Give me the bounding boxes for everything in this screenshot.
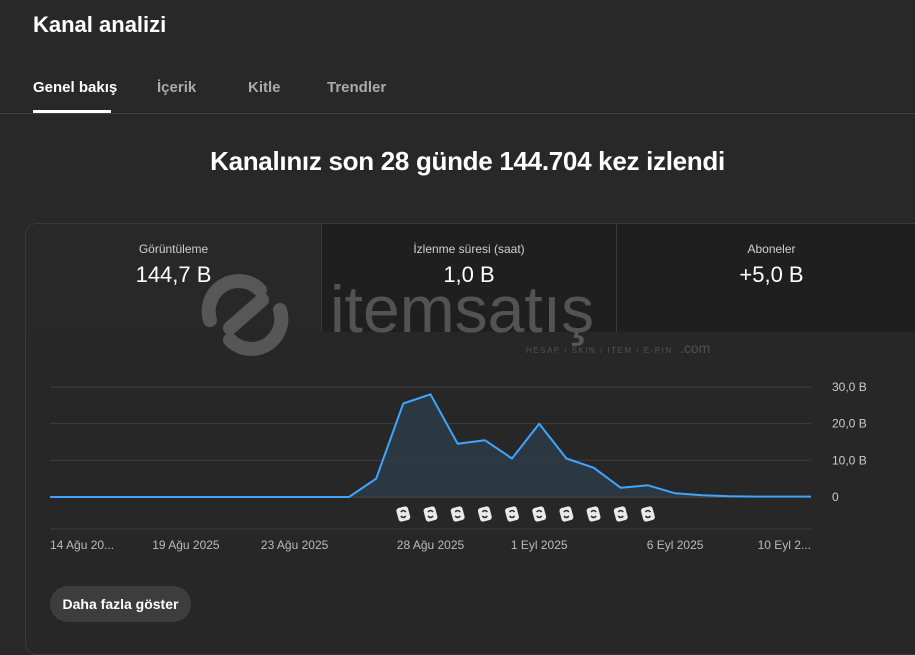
y-axis-labels: 0 10,0 B 20,0 B 30,0 B bbox=[832, 380, 867, 504]
x-tick-label: 28 Ağu 2025 bbox=[397, 538, 465, 552]
video-marker-icon[interactable] bbox=[450, 506, 465, 523]
data-point bbox=[104, 497, 105, 498]
metric-value: 144,7 B bbox=[135, 262, 212, 287]
metrics-row: Görüntüleme 144,7 B İzlenme süresi (saat… bbox=[26, 224, 915, 332]
data-point bbox=[158, 497, 159, 498]
data-point bbox=[185, 497, 186, 498]
analytics-card: Görüntüleme 144,7 B İzlenme süresi (saat… bbox=[25, 223, 915, 655]
video-marker-icon[interactable] bbox=[532, 506, 547, 523]
y-tick-label: 30,0 B bbox=[832, 380, 867, 394]
data-point bbox=[403, 403, 404, 404]
data-point bbox=[294, 497, 295, 498]
series-line bbox=[50, 393, 811, 498]
data-point bbox=[77, 497, 78, 498]
metric-label: İzlenme süresi (saat) bbox=[413, 242, 525, 256]
y-tick-label: 20,0 B bbox=[832, 417, 867, 431]
video-marker-icon[interactable] bbox=[477, 506, 492, 523]
metric-label: Aboneler bbox=[747, 242, 796, 256]
x-tick-label: 1 Eyl 2025 bbox=[511, 538, 568, 552]
data-point bbox=[430, 394, 431, 395]
video-marker-icon[interactable] bbox=[423, 506, 438, 523]
summary-headline: Kanalınız son 28 günde 144.704 kez izlen… bbox=[210, 146, 725, 176]
tab-audience[interactable]: Kitle bbox=[248, 79, 281, 96]
x-tick-label: 14 Ağu 20... bbox=[50, 538, 114, 552]
metric-value: +5,0 B bbox=[739, 262, 804, 287]
data-point bbox=[213, 497, 214, 498]
x-axis-labels: 14 Ağu 20... 19 Ağu 2025 23 Ağu 2025 28 Ağu… bbox=[50, 538, 811, 552]
video-marker-icon[interactable] bbox=[396, 506, 411, 523]
x-tick-label: 6 Eyl 2025 bbox=[647, 538, 704, 552]
show-more-button[interactable]: Daha fazla göster bbox=[50, 586, 191, 622]
x-tick-label: 10 Eyl 2... bbox=[758, 538, 811, 552]
data-point bbox=[267, 497, 268, 498]
video-markers bbox=[396, 506, 655, 523]
data-point bbox=[131, 497, 132, 498]
data-point bbox=[620, 487, 621, 488]
active-tab-indicator bbox=[33, 110, 111, 113]
metric-views[interactable]: Görüntüleme 144,7 B bbox=[26, 224, 322, 332]
y-tick-label: 10,0 B bbox=[832, 453, 867, 467]
x-tick-label: 19 Ağu 2025 bbox=[152, 538, 220, 552]
data-point bbox=[457, 443, 458, 444]
data-point bbox=[702, 495, 703, 496]
data-point bbox=[512, 458, 513, 459]
data-point bbox=[729, 496, 730, 497]
tab-bar: Genel bakış İçerik Kitle Trendler bbox=[0, 72, 915, 114]
data-point bbox=[783, 496, 784, 497]
video-marker-icon[interactable] bbox=[613, 506, 628, 523]
data-point bbox=[240, 497, 241, 498]
data-point bbox=[756, 496, 757, 497]
views-chart[interactable]: 0 10,0 B 20,0 B 30,0 B 14 Ağu 20... 19 Ağu 2… bbox=[0, 370, 915, 570]
video-marker-icon[interactable] bbox=[504, 506, 519, 523]
data-point bbox=[811, 496, 812, 497]
tab-overview[interactable]: Genel bakış bbox=[33, 79, 118, 96]
metric-label: Görüntüleme bbox=[138, 242, 209, 256]
chart-area bbox=[50, 393, 812, 498]
metric-subscribers[interactable]: Aboneler +5,0 B bbox=[617, 224, 915, 332]
data-point bbox=[593, 467, 594, 468]
data-point bbox=[647, 485, 648, 486]
data-point bbox=[348, 497, 349, 498]
video-marker-icon[interactable] bbox=[559, 506, 574, 523]
video-marker-icon[interactable] bbox=[640, 506, 655, 523]
data-point bbox=[376, 478, 377, 479]
data-point bbox=[50, 497, 51, 498]
metric-watch-time[interactable]: İzlenme süresi (saat) 1,0 B bbox=[322, 224, 617, 332]
metric-value: 1,0 B bbox=[443, 262, 495, 287]
data-point bbox=[675, 493, 676, 494]
tab-trends[interactable]: Trendler bbox=[327, 79, 387, 96]
x-tick-label: 23 Ağu 2025 bbox=[261, 538, 329, 552]
y-tick-label: 0 bbox=[832, 490, 839, 504]
data-point bbox=[321, 497, 322, 498]
data-point bbox=[566, 458, 567, 459]
series-area-fill bbox=[50, 394, 811, 497]
tab-content[interactable]: İçerik bbox=[157, 79, 197, 96]
data-point bbox=[484, 440, 485, 441]
page-title: Kanal analizi bbox=[33, 12, 167, 37]
video-marker-icon[interactable] bbox=[586, 506, 601, 523]
data-point bbox=[539, 423, 540, 424]
